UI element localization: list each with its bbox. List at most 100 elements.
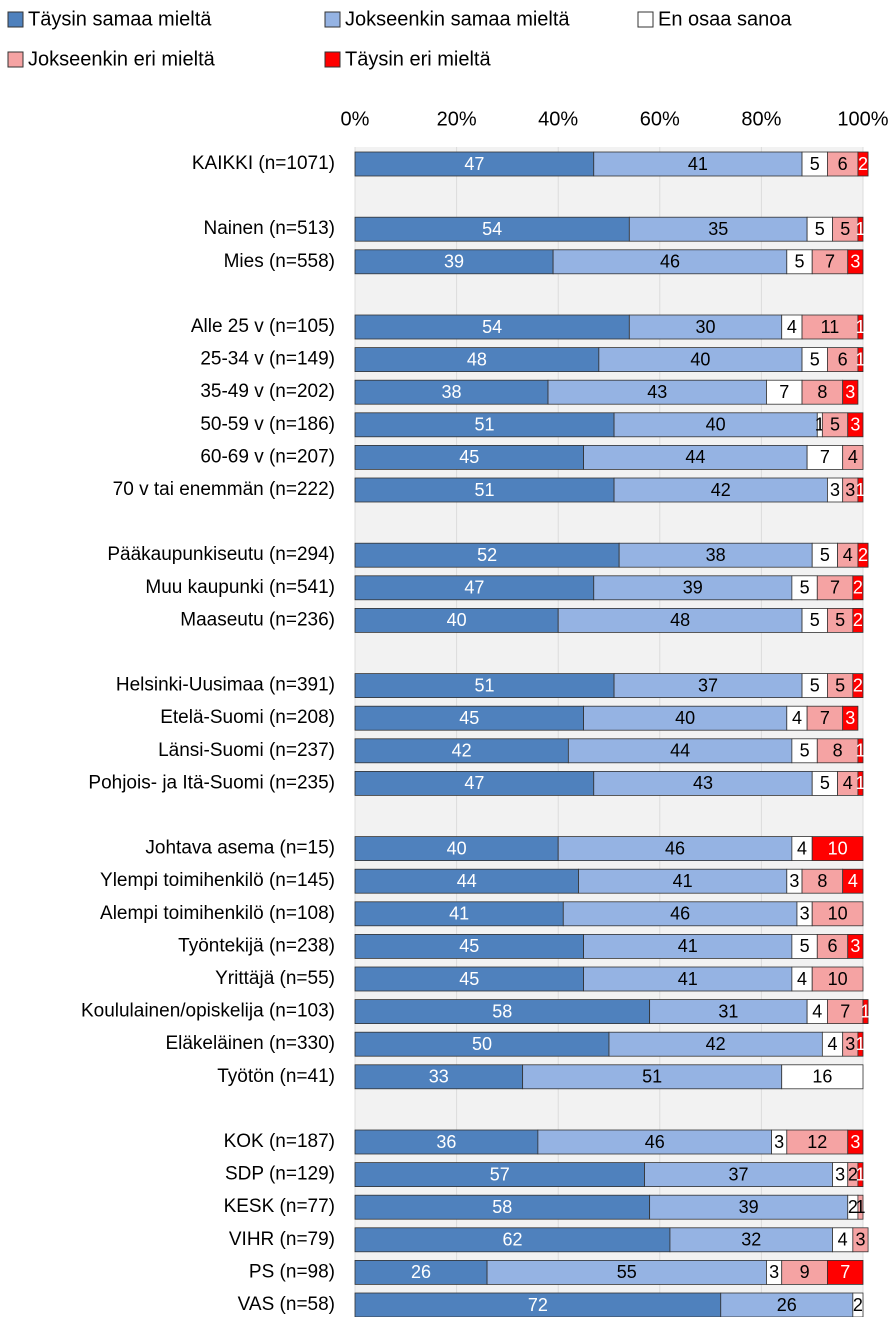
category-label: 50-59 v (n=186) — [200, 414, 335, 435]
data-label: 31 — [718, 1001, 738, 1021]
data-label: 40 — [447, 610, 467, 630]
x-tick-label: 80% — [741, 108, 781, 130]
bar-segment — [842, 379, 859, 405]
bar-segment — [842, 868, 864, 894]
category-label: KESK (n=77) — [224, 1196, 335, 1217]
data-label: 39 — [683, 578, 703, 598]
bar-segment — [852, 575, 864, 601]
data-label: 44 — [670, 741, 690, 761]
data-label: 42 — [711, 480, 731, 500]
category-label: 60-69 v (n=207) — [200, 446, 335, 467]
data-label: 35 — [708, 219, 728, 239]
data-label: 5 — [835, 610, 845, 630]
bar-segment — [781, 1260, 828, 1285]
category-label: SDP (n=129) — [225, 1164, 335, 1185]
bar-segment — [801, 673, 828, 698]
data-label: 2 — [858, 545, 868, 565]
data-label: 40 — [675, 708, 695, 728]
bar-segment — [628, 314, 783, 340]
legend-label: Täysin eri mieltä — [345, 48, 491, 70]
x-tick-label: 40% — [538, 108, 578, 130]
data-label: 1 — [855, 773, 865, 793]
data-label: 48 — [467, 349, 487, 369]
bar-segment — [669, 1227, 833, 1253]
bar-segment — [827, 347, 859, 373]
bar-segment — [354, 216, 630, 242]
data-label: 1 — [855, 1197, 865, 1217]
data-label: 39 — [444, 252, 464, 272]
data-label: 5 — [835, 675, 845, 695]
category-label: Alle 25 v (n=105) — [191, 316, 335, 337]
bar-segment — [857, 1162, 864, 1187]
data-label: 50 — [472, 1034, 492, 1054]
data-label: 9 — [800, 1262, 810, 1282]
category-label: VAS (n=58) — [238, 1294, 335, 1315]
data-label: 46 — [670, 904, 690, 924]
data-label: 4 — [843, 773, 853, 793]
data-label: 39 — [739, 1197, 759, 1217]
data-label: 8 — [817, 871, 827, 891]
data-label: 45 — [459, 708, 479, 728]
bar-segment — [827, 608, 854, 633]
bar-segment — [608, 1031, 823, 1057]
x-tick-label: 20% — [437, 108, 477, 130]
data-label: 4 — [828, 1034, 838, 1054]
data-label: 10 — [828, 904, 848, 924]
bar-segment — [537, 1129, 772, 1155]
data-label: 40 — [447, 838, 467, 858]
data-label: 1 — [815, 415, 825, 435]
legend-label: Täysin samaa mieltä — [28, 8, 212, 30]
bar-segment — [811, 249, 849, 275]
bar-segment — [583, 966, 793, 992]
data-label: 5 — [810, 349, 820, 369]
data-label: 5 — [810, 154, 820, 174]
data-label: 51 — [475, 675, 495, 695]
data-label: 47 — [464, 154, 484, 174]
bar-segment — [354, 901, 564, 927]
data-label: 46 — [660, 252, 680, 272]
bar-segment — [354, 771, 595, 796]
data-label: 47 — [464, 773, 484, 793]
data-label: 6 — [828, 936, 838, 956]
data-label: 4 — [797, 838, 807, 858]
category-label: 25-34 v (n=149) — [200, 349, 335, 370]
bar-segment — [811, 901, 864, 927]
category-label: KAIKKI (n=1071) — [192, 153, 335, 174]
data-label: 5 — [820, 545, 830, 565]
category-label: Yrittäjä (n=55) — [215, 968, 335, 989]
bar-segment — [816, 738, 859, 764]
data-label: 55 — [617, 1262, 637, 1282]
data-label: 5 — [810, 610, 820, 630]
data-label: 2 — [848, 1164, 858, 1184]
bar-segment — [354, 444, 585, 470]
data-label: 5 — [840, 219, 850, 239]
data-label: 3 — [850, 252, 860, 272]
legend-swatch — [324, 11, 341, 28]
bar-segment — [486, 1260, 767, 1285]
data-label: 38 — [442, 382, 462, 402]
bar-segment — [557, 608, 803, 633]
data-label: 7 — [820, 447, 830, 467]
bar-segment — [852, 608, 864, 633]
category-label: Mies (n=558) — [224, 251, 335, 272]
data-label: 6 — [838, 349, 848, 369]
data-label: 26 — [411, 1262, 431, 1282]
bar-segment — [842, 444, 864, 470]
legend-label: En osaa sanoa — [658, 8, 792, 30]
bar-segment — [842, 705, 859, 731]
category-label: PS (n=98) — [249, 1261, 335, 1282]
bar-segment — [801, 868, 844, 894]
data-label: 1 — [855, 349, 865, 369]
bar-segment — [816, 575, 854, 601]
data-label: 5 — [800, 578, 810, 598]
data-label: 2 — [853, 1295, 863, 1315]
data-label: 3 — [835, 1164, 845, 1184]
bar-segment — [578, 868, 788, 894]
bar-segment — [827, 999, 864, 1024]
data-label: 41 — [678, 969, 698, 989]
bar-segment — [720, 1292, 854, 1317]
data-label: 3 — [830, 480, 840, 500]
bar-segment — [766, 379, 803, 405]
data-label: 3 — [800, 904, 810, 924]
